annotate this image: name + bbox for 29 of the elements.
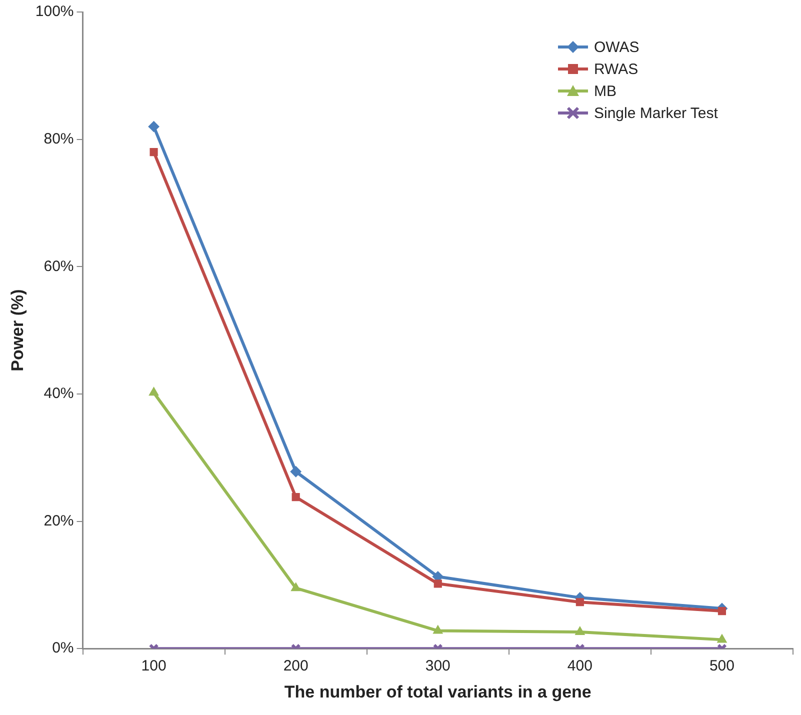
x-tick-label: 500 [709, 658, 734, 675]
y-axis-title: Power (%) [8, 289, 27, 372]
legend-label: Single Marker Test [594, 104, 718, 122]
legend-label: RWAS [594, 60, 638, 78]
point [434, 580, 442, 588]
point [148, 387, 159, 396]
y-tick-label: 20% [44, 512, 74, 530]
y-tick-label: 40% [44, 385, 74, 402]
point [717, 634, 727, 643]
y-tick-label: 100% [35, 3, 74, 20]
x-axis-title: The number of total variants in a gene [284, 682, 592, 702]
point [576, 598, 584, 606]
x-tick-label: 100 [141, 658, 166, 675]
point [290, 466, 302, 478]
point [433, 625, 443, 634]
x-tick-label: 300 [425, 658, 450, 675]
y-tick-label: 0% [52, 640, 74, 657]
point [718, 607, 726, 616]
legend-label: MB [594, 82, 616, 100]
point [291, 582, 301, 592]
point [150, 148, 158, 156]
point [575, 626, 585, 636]
x-tick-label: 200 [283, 658, 308, 675]
x-tick-label: 400 [567, 658, 592, 675]
y-tick-label: 60% [44, 258, 74, 275]
legend-label: OWAS [594, 38, 640, 56]
y-tick-label: 80% [44, 130, 74, 148]
point [292, 493, 300, 502]
point [148, 121, 160, 132]
